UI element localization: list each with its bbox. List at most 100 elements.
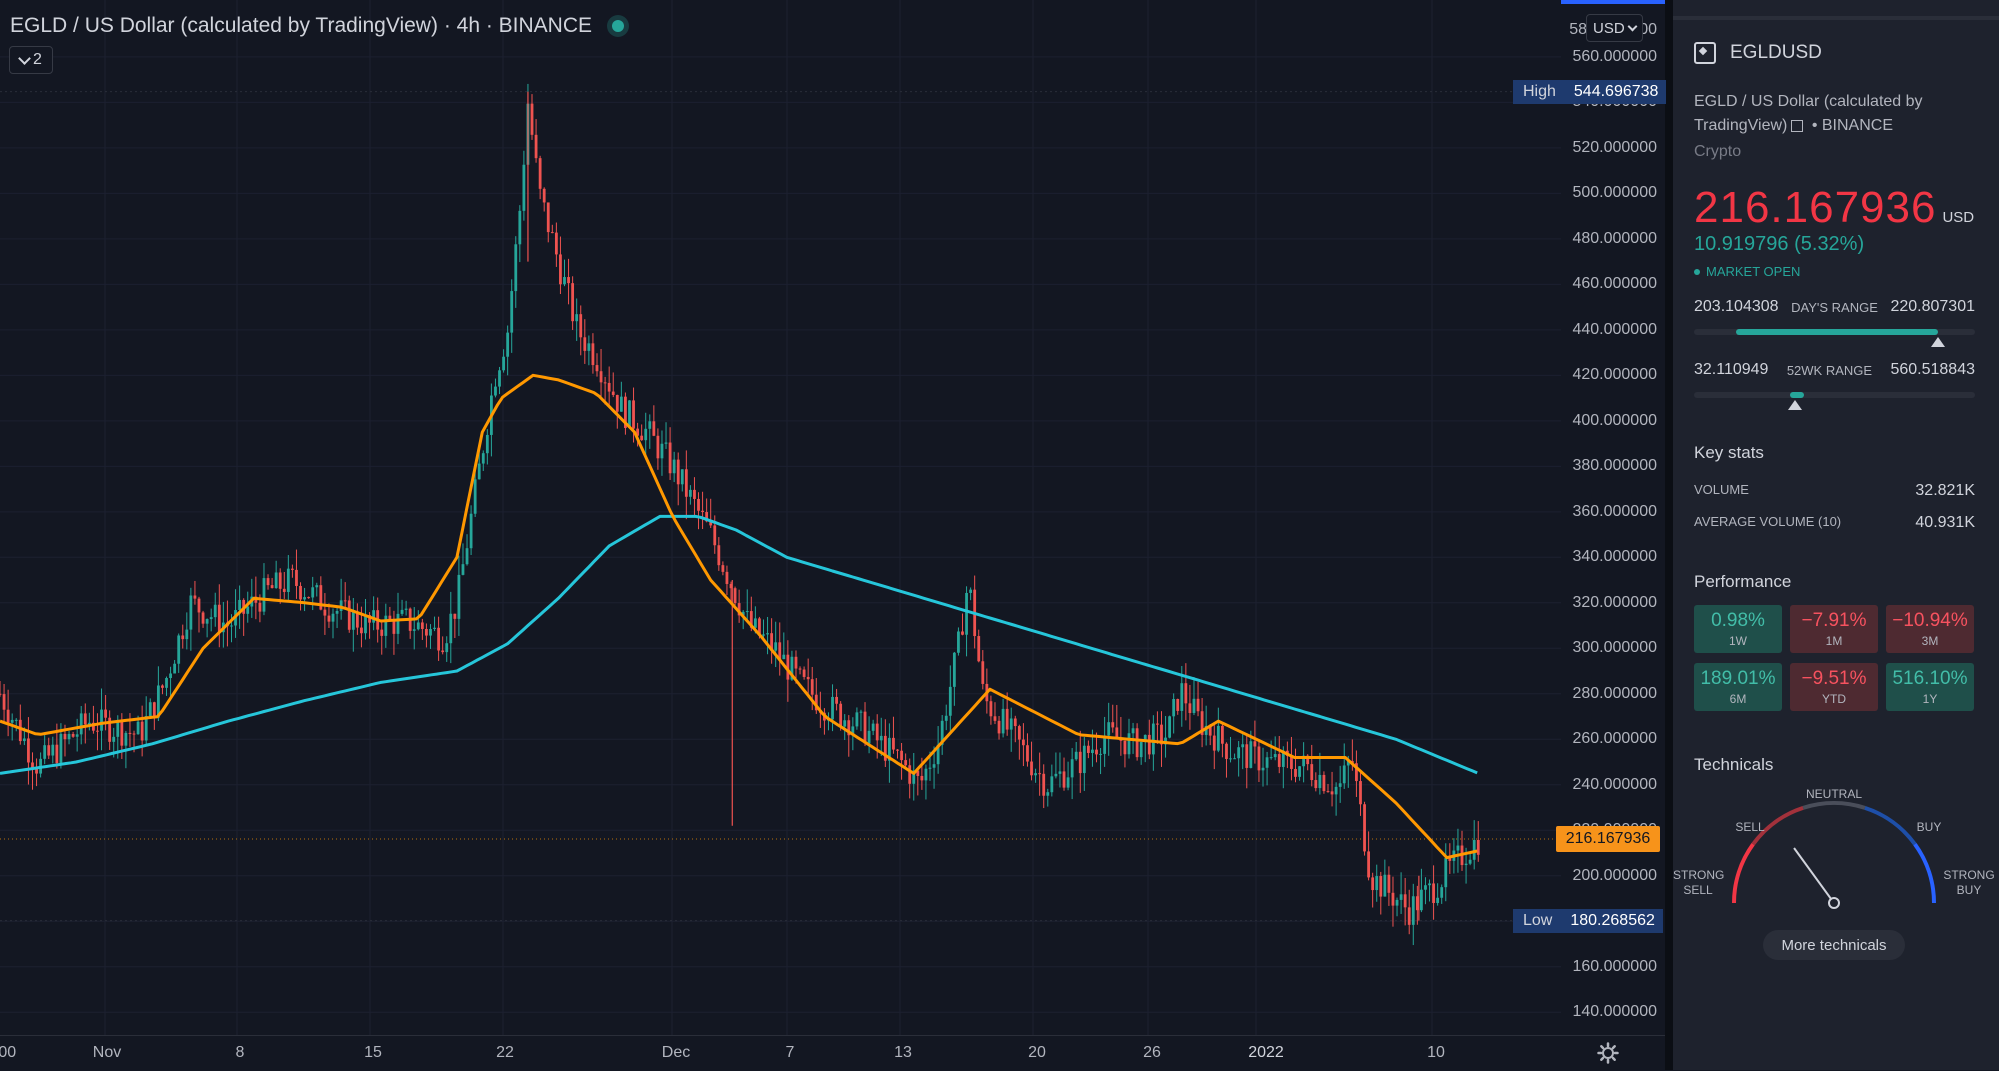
candle-body (112, 736, 116, 742)
candle-body (201, 612, 205, 624)
candle-body (319, 585, 323, 610)
candle-body (1058, 771, 1062, 774)
candle-body (1424, 885, 1427, 890)
candle-body (485, 434, 489, 454)
candle-body (843, 720, 847, 727)
candle-body (514, 244, 518, 292)
time-axis[interactable]: :00 Nov 8 15 22 Dec 7 13 20 26 2022 10 (0, 1035, 1665, 1071)
legend-title-row: EGLD / US Dollar (calculated by TradingV… (10, 14, 624, 38)
candle-body (1054, 773, 1058, 777)
candle-body (786, 654, 790, 680)
candle-body (392, 619, 396, 634)
perf-6m[interactable]: 189.01% 6M (1694, 663, 1782, 711)
candle-body (554, 232, 558, 255)
technicals-gauge[interactable] (1673, 790, 1999, 920)
candle-body (185, 629, 189, 640)
candle-body (904, 760, 908, 766)
price-chart[interactable] (0, 0, 1561, 1035)
candle-body (465, 548, 469, 565)
symbol-name[interactable]: EGLDUSD (1730, 42, 1822, 63)
time-axis-label: Dec (661, 1044, 691, 1061)
candle-body (1367, 851, 1371, 878)
candle-body (27, 738, 30, 763)
candle-body (550, 232, 554, 234)
candle-body (1156, 723, 1159, 725)
external-link-icon[interactable] (1791, 119, 1804, 132)
symbol-title[interactable]: EGLD / US Dollar (calculated by TradingV… (10, 14, 438, 37)
candle-body (1359, 781, 1362, 805)
candle-body (364, 615, 367, 634)
candle-body (230, 625, 233, 627)
candle-body (1444, 858, 1448, 888)
candle-body (1249, 741, 1253, 768)
candle-body (1245, 744, 1249, 768)
candle-body (433, 627, 436, 629)
candle-body (583, 337, 587, 351)
candle-body (1151, 723, 1155, 755)
perf-1w[interactable]: 0.98% 1W (1694, 605, 1782, 653)
chart-pane[interactable]: EGLD / US Dollar (calculated by TradingV… (0, 0, 1561, 1035)
candle-body (1363, 804, 1366, 852)
candle-body (1281, 750, 1285, 767)
candle-body (87, 722, 91, 725)
candle-body (688, 489, 692, 497)
candle-body (270, 585, 274, 589)
time-axis-label: 7 (785, 1044, 795, 1061)
interval-label[interactable]: 4h (456, 14, 480, 37)
perf-3m[interactable]: −10.94% 3M (1886, 605, 1974, 653)
candle-body (697, 498, 700, 511)
candle-body (1383, 874, 1387, 897)
candle-body (1204, 725, 1208, 735)
candle-body (640, 435, 644, 441)
candle-body (156, 685, 160, 718)
candle-body (1176, 698, 1180, 711)
candle-body (705, 512, 709, 522)
candle-body (636, 428, 639, 436)
indicators-collapse-button[interactable]: 2 (9, 46, 53, 74)
gauge-needle (1793, 847, 1835, 904)
high-price-tag: High 544.696738 (1513, 79, 1667, 104)
candle-body (1253, 741, 1257, 747)
currency-button[interactable]: USD (1586, 14, 1643, 42)
perf-1y[interactable]: 516.10% 1Y (1886, 663, 1974, 711)
candle-body (193, 595, 197, 599)
candle-body (855, 712, 859, 727)
candle-body (1265, 757, 1269, 768)
time-axis-label: 13 (894, 1044, 912, 1061)
candle-body (1314, 780, 1318, 789)
candle-body (563, 277, 566, 285)
gauge-segment (1864, 805, 1917, 846)
candle-body (136, 721, 140, 735)
candle-body (1371, 877, 1375, 891)
gauge-segment (1913, 843, 1936, 904)
candle-body (875, 723, 879, 741)
candle-body (425, 628, 428, 636)
price-axis-label: 360.000000 (1572, 502, 1657, 520)
perf-ytd[interactable]: −9.51% YTD (1790, 663, 1878, 711)
candle-body (993, 716, 997, 721)
candle-body (1200, 711, 1204, 735)
price-change: 10.919796 (5.32%) (1694, 233, 1865, 255)
candle-body (965, 592, 968, 635)
candle-body (92, 722, 95, 731)
candle-body (1091, 749, 1094, 753)
gear-icon[interactable] (1597, 1042, 1619, 1064)
price-axis[interactable]: 540.000000520.000000500.000000480.000000… (1561, 0, 1665, 1035)
candle-body (96, 730, 99, 732)
candle-body (587, 343, 591, 351)
candle-body (701, 510, 704, 513)
panel-divider[interactable] (1665, 0, 1673, 1070)
candle-body (668, 442, 672, 474)
candle-body (660, 443, 664, 459)
candle-body (1346, 760, 1350, 766)
candle-body (778, 642, 782, 660)
candle-body (173, 663, 177, 674)
more-technicals-button[interactable]: More technicals (1763, 930, 1905, 960)
candle-body (1225, 743, 1228, 759)
candle-body (128, 732, 132, 734)
perf-1m[interactable]: −7.91% 1M (1790, 605, 1878, 653)
price-axis-label: 320.000000 (1572, 593, 1657, 611)
candle-body (116, 721, 120, 737)
candle-body (571, 283, 575, 322)
candle-body (2, 694, 6, 710)
